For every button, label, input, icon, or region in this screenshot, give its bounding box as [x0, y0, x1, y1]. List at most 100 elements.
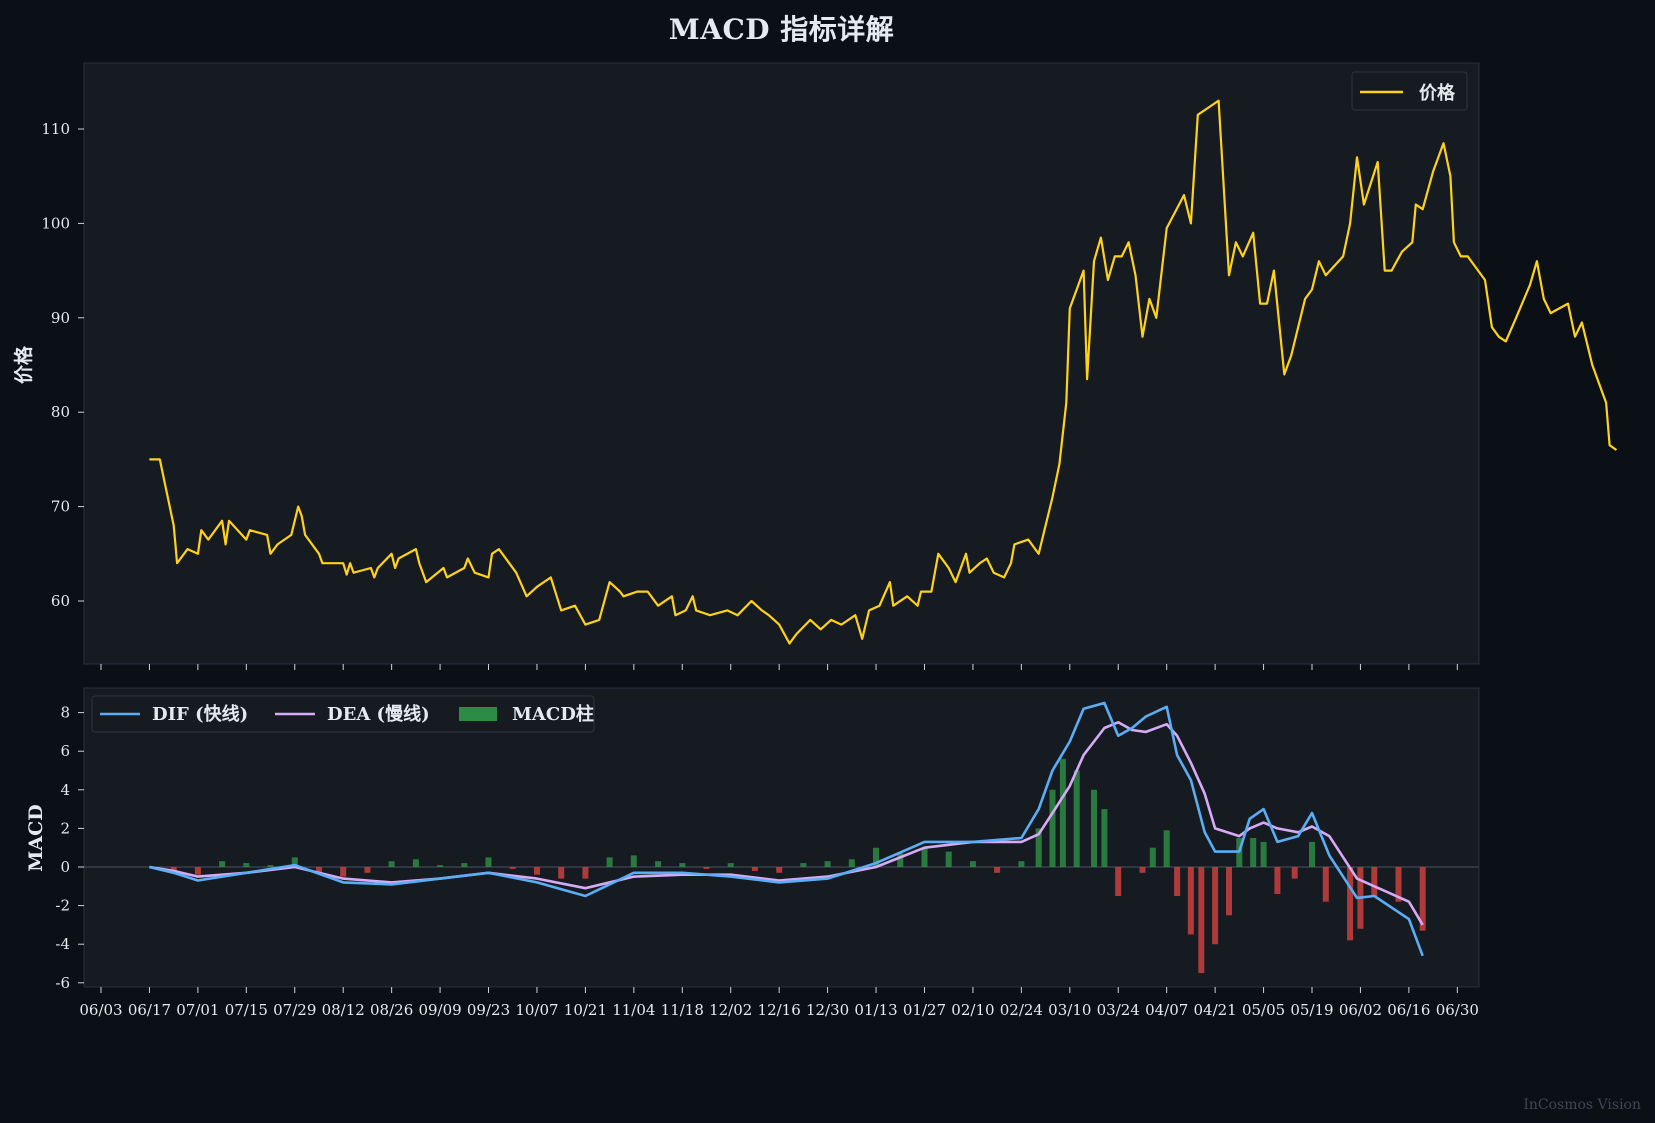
macd-x-tick-label: 02/10: [951, 1001, 994, 1019]
macd-bar: [558, 867, 565, 879]
macd-x-tick-label: 06/02: [1339, 1001, 1382, 1019]
macd-x-tick-label: 04/21: [1194, 1001, 1237, 1019]
macd-bar: [582, 867, 589, 879]
macd-bar: [364, 867, 371, 873]
macd-x-tick-label: 12/30: [806, 1001, 849, 1019]
chart-title: MACD 指标详解: [668, 13, 895, 46]
macd-bar: [1198, 867, 1205, 974]
macd-y-tick-label: -2: [55, 897, 70, 915]
macd-x-tick-label: 12/16: [758, 1001, 801, 1019]
macd-panel: [83, 687, 1480, 988]
macd-bar: [461, 863, 468, 867]
macd-bar: [945, 851, 952, 867]
macd-bar: [485, 857, 492, 867]
macd-y-tick-label: -4: [55, 935, 70, 953]
macd-x-tick-label: 10/07: [515, 1001, 558, 1019]
macd-bar: [1018, 861, 1025, 867]
macd-y-axis: 8 6 4 2 0 -2 -4 -6: [55, 704, 84, 992]
macd-x-tick-label: 03/24: [1097, 1001, 1140, 1019]
macd-bar: [848, 859, 855, 867]
macd-bar-legend-swatch: [459, 707, 497, 721]
macd-bar: [703, 867, 710, 869]
macd-x-tick-label: 05/19: [1290, 1001, 1333, 1019]
macd-x-tick-label: 08/26: [370, 1001, 413, 1019]
macd-bar: [509, 867, 516, 869]
macd-y-tick-label: 0: [60, 858, 70, 876]
dif-legend-label: DIF (快线): [152, 703, 248, 725]
macd-x-tick-label: 07/29: [273, 1001, 316, 1019]
macd-y-tick-label: 8: [60, 704, 70, 722]
macd-x-tick-label: 01/13: [854, 1001, 897, 1019]
macd-legend: DIF (快线) DEA (慢线) MACD柱: [91, 695, 595, 733]
macd-y-tick-label: 2: [60, 819, 70, 837]
macd-y-tick-label: 6: [60, 742, 70, 760]
price-legend-label: 价格: [1419, 82, 1456, 104]
macd-bar: [291, 857, 298, 867]
macd-bar: [1091, 789, 1097, 867]
macd-bar: [994, 867, 1001, 873]
macd-bar: [1419, 867, 1426, 931]
macd-x-tick-label: 08/12: [322, 1001, 365, 1019]
macd-bar: [194, 867, 201, 875]
macd-bar: [1371, 867, 1378, 896]
dif-series-line: [149, 701, 1424, 957]
macd-bar: [606, 857, 613, 867]
macd-bar: [1291, 867, 1298, 879]
macd-x-tick-label: 11/04: [612, 1001, 655, 1019]
macd-bar: [679, 863, 686, 867]
macd-histogram: [170, 758, 1426, 974]
macd-bar: [1174, 867, 1181, 896]
price-y-axis-label: 价格: [12, 345, 35, 384]
price-series-line: [149, 99, 1618, 645]
price-legend: 价格: [1351, 71, 1468, 111]
macd-bar: [1101, 809, 1108, 867]
macd-bar: [873, 847, 879, 867]
macd-bar: [1274, 867, 1281, 894]
macd-bar: [412, 859, 419, 867]
price-y-axis: 60 70 80 90 100 110: [41, 120, 84, 610]
macd-bar: [1347, 867, 1354, 941]
price-y-tick-label: 70: [51, 498, 70, 516]
macd-bar: [388, 861, 395, 867]
watermark: InCosmos Vision: [1523, 1097, 1641, 1113]
price-y-tick-label: 110: [41, 120, 70, 138]
macd-bar: [1260, 841, 1267, 867]
macd-bar: [243, 863, 250, 867]
price-y-tick-label: 90: [51, 309, 70, 327]
price-y-tick-label: 60: [51, 592, 70, 610]
dea-legend-label: DEA (慢线): [327, 703, 430, 725]
macd-x-tick-label: 10/21: [564, 1001, 607, 1019]
macd-x-tick-label: 12/02: [709, 1001, 752, 1019]
price-panel: [83, 62, 1480, 665]
macd-y-tick-label: -6: [55, 974, 70, 992]
macd-bar: [1187, 867, 1194, 935]
macd-bar: [534, 867, 540, 875]
macd-bar: [824, 861, 831, 867]
macd-bar: [1163, 830, 1170, 867]
macd-bar: [1049, 789, 1056, 867]
macd-bar: [1073, 770, 1080, 867]
macd-bar: [921, 847, 928, 867]
macd-bar: [219, 861, 226, 867]
macd-x-tick-label: 05/05: [1242, 1001, 1285, 1019]
macd-bar: [655, 861, 662, 867]
macd-bar: [1395, 867, 1402, 902]
macd-bar: [800, 863, 807, 867]
macd-bar: [1250, 838, 1257, 867]
macd-bar: [340, 867, 347, 877]
macd-bar: [727, 863, 734, 867]
macd-x-tick-label: 11/18: [661, 1001, 704, 1019]
macd-bar: [630, 855, 637, 867]
macd-x-tick-label: 06/30: [1436, 1001, 1479, 1019]
price-y-tick-label: 80: [51, 403, 70, 421]
macd-bar: [897, 853, 904, 867]
macd-bar: [1212, 867, 1219, 945]
macd-bar: [1226, 867, 1232, 916]
macd-bar: [1309, 841, 1315, 867]
macd-x-tick-label: 09/23: [467, 1001, 510, 1019]
price-y-tick-label: 100: [41, 214, 70, 232]
macd-bar: [751, 867, 758, 871]
macd-bar: [437, 865, 444, 867]
macd-x-tick-label: 07/01: [176, 1001, 219, 1019]
